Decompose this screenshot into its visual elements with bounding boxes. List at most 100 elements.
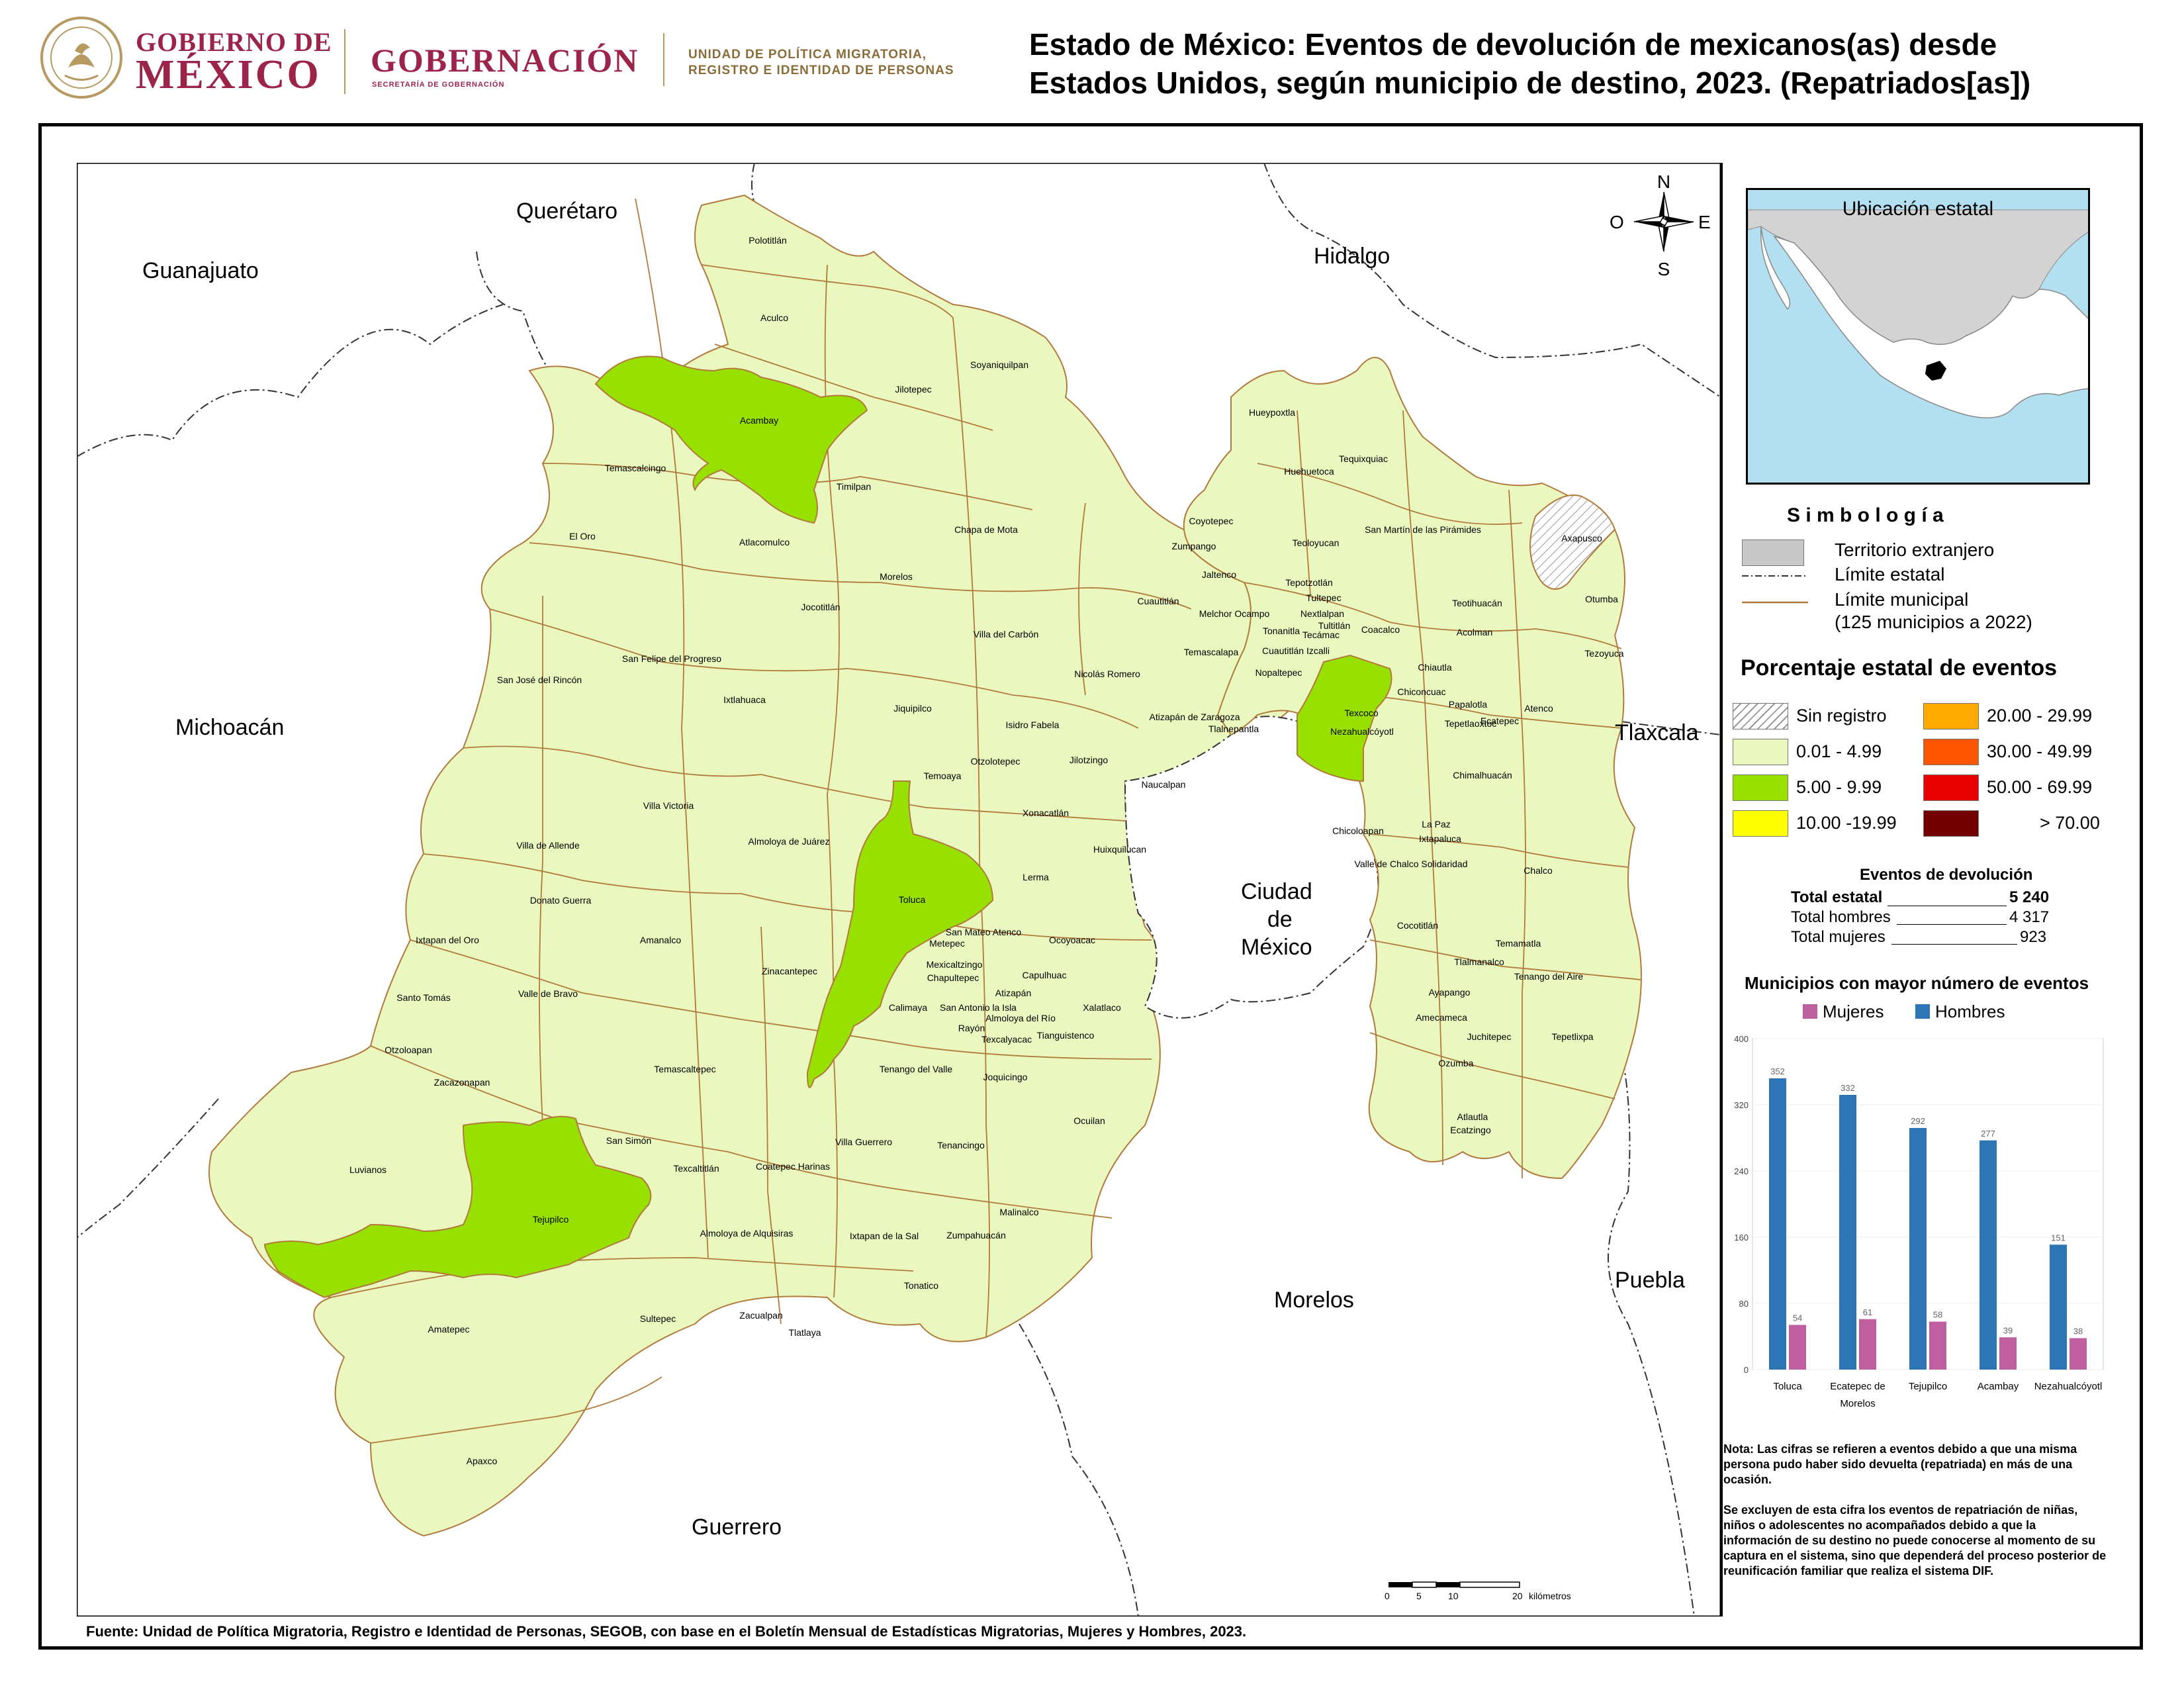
- chart-category-label: Morelos: [1840, 1398, 1875, 1409]
- municipality-label: Rayón: [958, 1023, 985, 1033]
- municipality-label: Otumba: [1585, 594, 1618, 604]
- bar-chart: Mujeres Hombres 400 320 240 160 80 0 352 54 Toluca…: [1734, 1002, 2104, 1409]
- pct-class-swatch: [1733, 810, 1788, 837]
- chart-category-label: Nezahualcóyotl: [2034, 1381, 2103, 1392]
- municipality-label: Temoaya: [924, 771, 962, 781]
- municipality-label: Temascalcingo: [605, 463, 666, 473]
- municipality-label: Nicolás Romero: [1074, 669, 1140, 679]
- municipality-label: Morelos: [880, 571, 913, 582]
- municipality-label: Hueypoxtla: [1249, 407, 1295, 418]
- municipality-labels: Polotitlán Aculco Soyaniquilpan Jilotepec Ac…: [349, 235, 1624, 1466]
- municipality-label: Ixtapan de la Sal: [850, 1231, 919, 1241]
- municipality-label: Isidro Fabela: [1006, 720, 1060, 730]
- panel-divider: [1721, 163, 1723, 1617]
- municipality-label: Tezoyuca: [1584, 648, 1623, 659]
- chart-category-label: Acambay: [1978, 1381, 2019, 1392]
- municipality-label: Zinacantepec: [762, 966, 817, 976]
- municipality-label: Valle de Bravo: [518, 988, 578, 999]
- municipality-label: Amatepec: [428, 1324, 469, 1335]
- municipality-label: Atenco: [1524, 703, 1553, 714]
- pct-class-label: 5.00 - 9.99: [1796, 777, 1882, 797]
- municipality-label: El Oro: [569, 531, 596, 541]
- municipality-label: Luvianos: [349, 1164, 387, 1175]
- municipality-label: Xalatlaco: [1083, 1002, 1121, 1013]
- legend-panel: [1721, 163, 2111, 1617]
- pct-legend-title: Porcentaje estatal de eventos: [1741, 655, 2058, 680]
- legend-swatch-mujeres: [1803, 1004, 1817, 1019]
- municipality-label: Tenango del Aire: [1514, 971, 1584, 982]
- events-women-label: Total mujeres: [1791, 928, 1886, 946]
- neighbor-label-hidalgo: Hidalgo: [1314, 244, 1390, 269]
- title-line1: Estado de México: Eventos de devolución …: [1029, 27, 1997, 62]
- bar-mujeres: [1859, 1319, 1876, 1370]
- municipality-label: Cocotitlán: [1397, 920, 1438, 931]
- municipality-label: Tenancingo: [937, 1140, 985, 1150]
- note-paragraph-1: Nota: Las cifras se refieren a eventos d…: [1723, 1442, 2077, 1486]
- municipality-label: Tepetlixpa: [1551, 1031, 1593, 1042]
- neighbor-label-tlaxcala: Tlaxcala: [1615, 720, 1699, 745]
- chart-title: Municipios con mayor número de eventos: [1744, 973, 2089, 993]
- municipality-label: Temascalapa: [1184, 647, 1239, 657]
- neighbor-label-cdmx-3: México: [1241, 935, 1312, 960]
- legend-muni-limit-line: [1742, 601, 1808, 604]
- municipality-label: Ixtapan del Oro: [416, 935, 479, 945]
- municipality-label: Nezahualcóyotl: [1330, 726, 1394, 737]
- municipality-label: Chimalhuacán: [1453, 770, 1512, 780]
- municipality-label: Tultitlán: [1318, 620, 1351, 631]
- legend-state-limit-line: [1742, 575, 1808, 577]
- state-map: Querétaro Guanajuato Hidalgo Michoacán T…: [77, 163, 1721, 1617]
- chart-ytick-label: 240: [1734, 1166, 1749, 1176]
- nopaltepec-no-record: [1529, 494, 1616, 590]
- municipality-label: Acambay: [740, 415, 778, 426]
- events-total-value: 5 240: [2009, 888, 2050, 906]
- acambay-municipality: [594, 355, 868, 524]
- gobierno-de-text: GOBIERNO DE: [136, 27, 332, 57]
- municipality-label: Ecatepec: [1480, 716, 1519, 726]
- pct-class-swatch: [1923, 739, 1979, 765]
- municipality-label: Temamatla: [1496, 938, 1541, 949]
- events-women-value: 923: [2020, 928, 2047, 946]
- neighbor-label-guanajuato: Guanajuato: [142, 258, 259, 283]
- municipality-label: Jiquipilco: [893, 703, 932, 714]
- municipality-label: Atlautla: [1457, 1111, 1488, 1122]
- pct-class-swatch: [1733, 703, 1788, 729]
- legend-swatch-hombres: [1915, 1004, 1930, 1019]
- pct-class-swatch: [1733, 739, 1788, 765]
- municipality-label: Teotihuacán: [1452, 598, 1502, 608]
- bar-hombres: [1839, 1095, 1856, 1370]
- municipality-label: Malinalco: [999, 1207, 1038, 1217]
- bar-mujeres: [1789, 1325, 1806, 1370]
- municipality-label: Zumpango: [1172, 541, 1216, 551]
- bar-data-label: 277: [1981, 1129, 1995, 1139]
- header-divider: [344, 29, 345, 94]
- municipality-label: Jilotzingo: [1069, 755, 1109, 765]
- municipality-label: Acolman: [1457, 627, 1492, 637]
- municipality-label: Axapusco: [1561, 533, 1602, 543]
- toluca-municipality: [806, 780, 994, 1088]
- pct-class-swatch: [1923, 703, 1979, 729]
- bar-data-label: 292: [1911, 1116, 1925, 1126]
- compass-n: N: [1657, 171, 1670, 192]
- location-inset-map: Ubicación estatal: [1746, 188, 2090, 485]
- scale-unit: kilómetros: [1529, 1591, 1571, 1601]
- bar-data-label: 151: [2051, 1233, 2066, 1243]
- municipality-label: Metepec: [929, 938, 965, 949]
- municipality-label: Almoloya de Alquisiras: [700, 1228, 794, 1239]
- municipality-label: Calimaya: [889, 1002, 928, 1013]
- municipality-label: Huixquilucan: [1093, 844, 1146, 855]
- municipality-label: Villa del Carbón: [974, 629, 1039, 639]
- municipality-label: Polotitlán: [749, 235, 787, 246]
- municipality-label: San Felipe del Progreso: [622, 653, 721, 664]
- municipality-label: Nextlalpan: [1300, 608, 1344, 619]
- events-total-label: Total estatal: [1791, 888, 1883, 906]
- municipality-label: Santo Tomás: [396, 992, 450, 1003]
- municipality-label: San Mateo Atenco: [946, 927, 1022, 937]
- municipality-label: Temascaltepec: [654, 1064, 715, 1074]
- municipality-label: Cuautitlán: [1137, 596, 1179, 606]
- municipality-label: Coacalco: [1361, 624, 1400, 635]
- municipality-label: Tecámac: [1302, 630, 1340, 640]
- bar-data-label: 332: [1841, 1083, 1855, 1093]
- events-men-label: Total hombres: [1791, 908, 1891, 926]
- inset-title: Ubicación estatal: [1842, 198, 1994, 220]
- bar-hombres: [1769, 1078, 1786, 1370]
